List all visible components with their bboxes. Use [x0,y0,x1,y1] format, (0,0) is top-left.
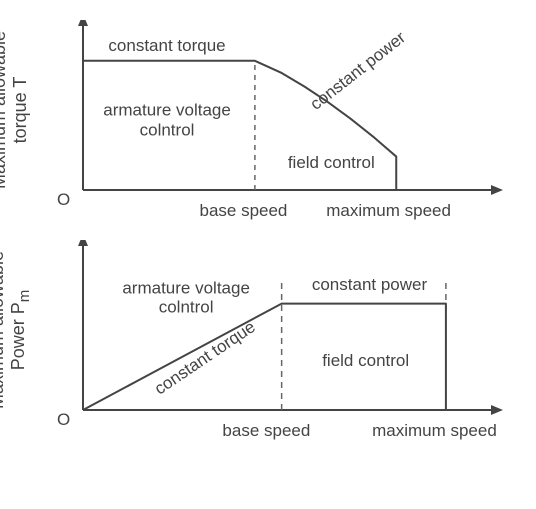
torque-chart: Maximum allowabletorque T ωm O constant … [20,20,516,200]
power-ylabel-sub: m [16,290,33,303]
armature-voltage-label: armature voltagecolntrol [122,278,250,317]
power-origin: O [57,410,70,430]
maximum-speed-label: maximum speed [326,201,451,221]
power-ylabel-text: Maximum allowablePower P [0,251,28,409]
field-control-label: field control [288,153,375,173]
torque-plot: ωm O constant torqueconstant powerarmatu… [75,20,505,200]
constant-power-label: constant power [312,276,427,296]
power-svg [75,240,505,420]
power-chart: Maximum allowablePower Pm O armature vol… [20,240,516,420]
armature-voltage-label: armature voltagecolntrol [103,101,231,140]
base-speed-label: base speed [222,421,310,441]
torque-ylabel: Maximum allowabletorque T [0,31,31,189]
constant-torque-label: constant torque [108,36,225,56]
power-ylabel: Maximum allowablePower Pm [0,251,33,409]
torque-origin: O [57,190,70,210]
power-plot: O armature voltagecolntrolconstant power… [75,240,505,420]
torque-ylabel-text: Maximum allowabletorque T [0,31,30,189]
field-control-label: field control [322,352,409,372]
svg-text:ω: ω [495,194,505,200]
maximum-speed-label: maximum speed [372,421,497,441]
base-speed-label: base speed [199,201,287,221]
